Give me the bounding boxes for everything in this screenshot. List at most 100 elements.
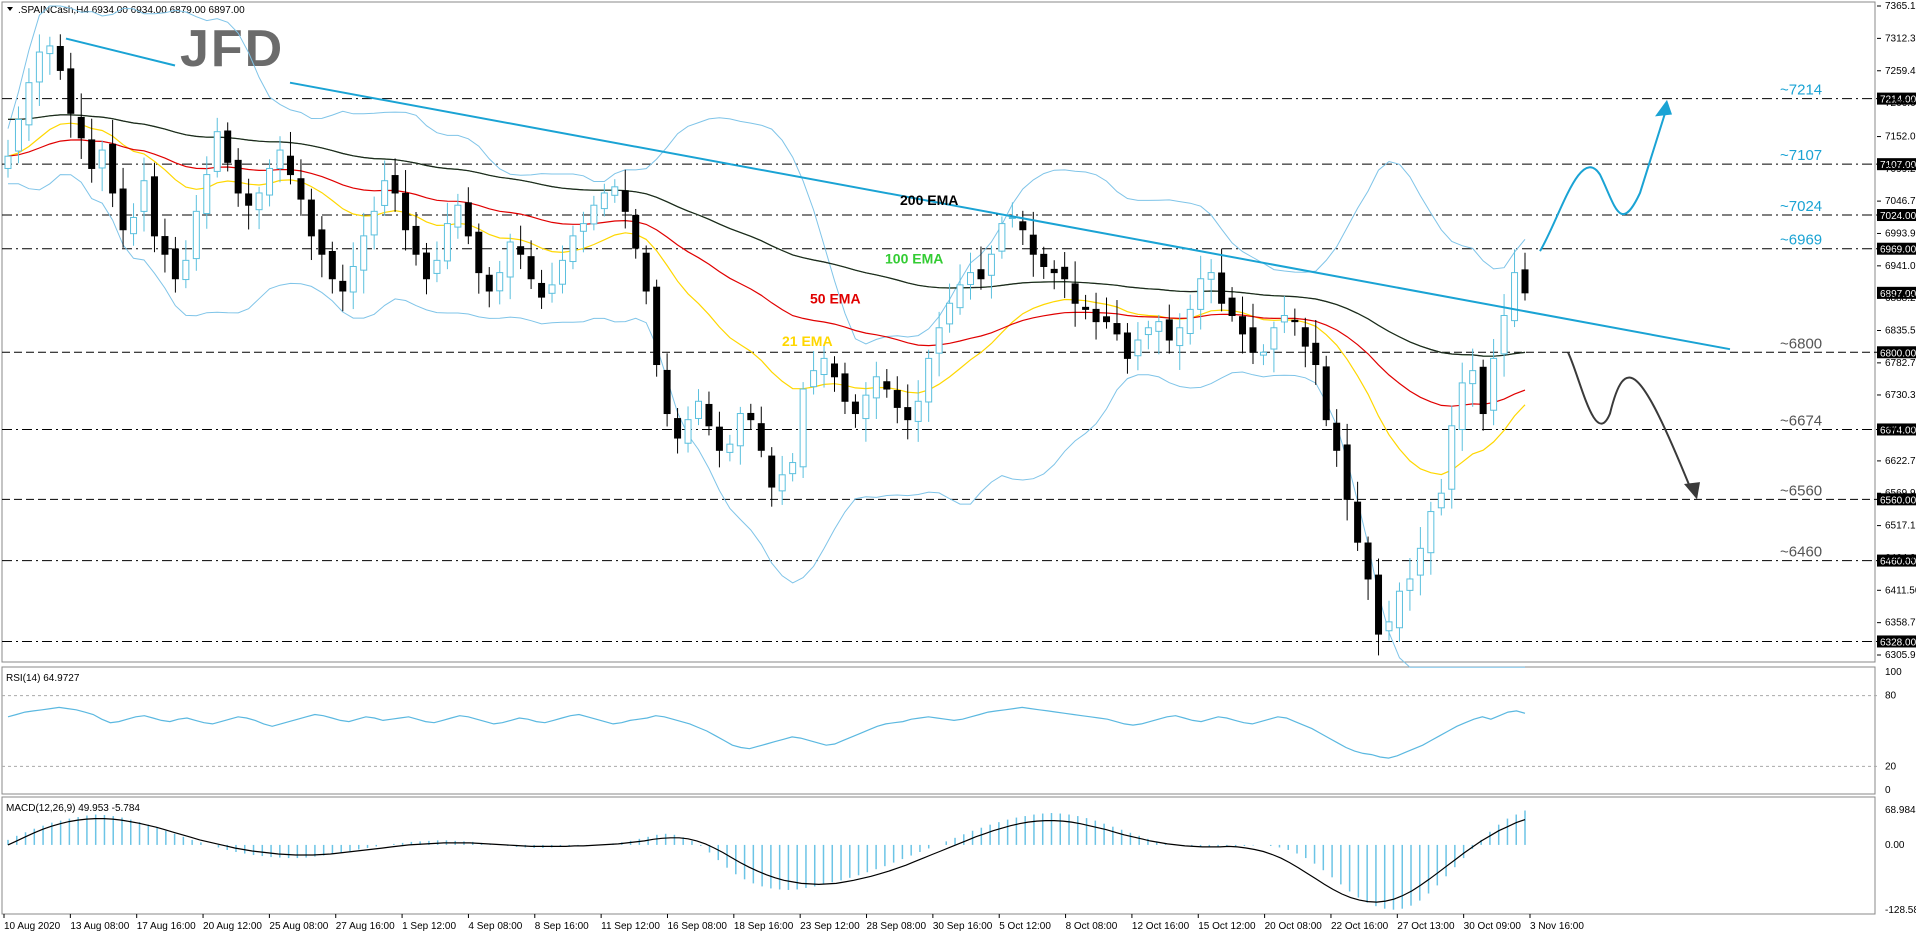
- candle-body: [464, 202, 472, 237]
- candle-body: [1354, 501, 1362, 543]
- date-label: 8 Sep 16:00: [535, 921, 589, 932]
- candle-body: [485, 274, 493, 292]
- candle-body: [35, 51, 43, 83]
- candle-body: [203, 174, 211, 215]
- candle-body: [1490, 357, 1498, 411]
- candle-body: [726, 443, 734, 453]
- date-label: 28 Sep 08:00: [867, 921, 927, 932]
- price-tag: [1877, 635, 1916, 648]
- price-tag-label: 6800.00: [1880, 348, 1916, 359]
- candle-body: [778, 474, 786, 492]
- candle-body: [88, 139, 96, 169]
- candle-body: [25, 82, 33, 126]
- candle-body: [956, 284, 964, 309]
- candle-body: [339, 280, 347, 292]
- symbol-header: .SPAINCash,H4 6934.00 6934.00 6879.00 68…: [18, 5, 245, 16]
- date-label: 15 Oct 12:00: [1198, 921, 1256, 932]
- candle-body: [862, 394, 870, 420]
- candle-body: [1479, 366, 1487, 415]
- candle-body: [1040, 253, 1048, 267]
- candle-body: [1061, 266, 1069, 280]
- candle-body: [1280, 315, 1288, 323]
- candle-body: [1416, 547, 1424, 576]
- current-price-tag: [1877, 286, 1916, 299]
- candle-body: [1521, 269, 1529, 294]
- price-tag-label: 6328.00: [1880, 637, 1916, 648]
- price-tag: [1877, 493, 1916, 506]
- candle-body: [1375, 574, 1383, 635]
- candle-body: [1239, 316, 1247, 335]
- candle-body: [1186, 308, 1194, 334]
- candle-body: [789, 462, 797, 475]
- candle-body: [1134, 339, 1142, 357]
- candle-body: [77, 116, 85, 139]
- candle-body: [600, 192, 608, 210]
- candle-body: [454, 204, 462, 228]
- candle-body: [1197, 278, 1205, 310]
- price-tick-label: 6835.50: [1885, 326, 1916, 337]
- candle-body: [548, 284, 556, 294]
- bollinger-bands: [7, 5, 1526, 668]
- candle-body: [67, 68, 75, 114]
- date-label: 1 Sep 12:00: [402, 921, 456, 932]
- bollinger-upper: [7, 5, 1526, 345]
- svg-text:JFD: JFD: [180, 20, 284, 78]
- date-label: 27 Oct 13:00: [1397, 921, 1455, 932]
- candle-body: [245, 193, 253, 206]
- candle-body: [1050, 268, 1058, 274]
- candle-body: [1103, 316, 1111, 323]
- price-tick-label: 6993.90: [1885, 228, 1916, 239]
- candle-body: [402, 192, 410, 231]
- ema-label: 200 EMA: [900, 192, 958, 208]
- candle-body: [266, 167, 274, 196]
- candle-body: [130, 216, 138, 235]
- candle-body: [14, 118, 22, 152]
- candle-body: [381, 180, 389, 206]
- date-label: 16 Sep 08:00: [667, 921, 727, 932]
- candle-body: [276, 149, 284, 170]
- price-tick-label: 6888.20: [1885, 293, 1916, 304]
- macd-tick-label: -128.583: [1885, 905, 1916, 916]
- date-label: 13 Aug 08:00: [70, 921, 129, 932]
- dropdown-icon[interactable]: [7, 7, 13, 11]
- candle-body: [1029, 234, 1037, 255]
- candle-body: [883, 381, 891, 390]
- candle-body: [391, 175, 399, 194]
- price-tag: [1877, 554, 1916, 567]
- candle-body: [98, 149, 106, 169]
- candle-body: [621, 190, 629, 212]
- candle-body: [1385, 621, 1393, 632]
- candle-body: [4, 155, 12, 169]
- candle-body: [443, 223, 451, 262]
- macd-signal-line: [7, 818, 1526, 903]
- ema-50-line: [7, 139, 1526, 407]
- level-label: ~6969: [1780, 232, 1822, 249]
- candle-body: [1249, 327, 1257, 353]
- ema-200-line: [8, 114, 1526, 357]
- ema-21-line: [7, 122, 1526, 476]
- price-tick-label: 7152.05: [1885, 132, 1916, 143]
- candle-body: [1207, 272, 1215, 280]
- date-label: 10 Aug 2020: [4, 921, 61, 932]
- price-tick-label: 6677.15: [1885, 423, 1916, 434]
- candle-body: [1019, 221, 1027, 231]
- candle-body: [611, 186, 619, 196]
- date-label: 30 Sep 16:00: [933, 921, 993, 932]
- candle-body: [433, 259, 441, 274]
- macd-tick-label: 0.00: [1885, 840, 1905, 851]
- price-tag-label: 7214.00: [1880, 95, 1916, 106]
- candle-body: [914, 400, 922, 422]
- candle-body: [935, 327, 943, 354]
- bollinger-lower: [8, 174, 1525, 668]
- date-label: 25 Aug 08:00: [269, 921, 328, 932]
- price-tick-label: 6622.70: [1885, 456, 1916, 467]
- level-label: ~6674: [1780, 412, 1822, 429]
- macd-tick-label: 68.984: [1885, 805, 1916, 816]
- candle-body: [893, 390, 901, 408]
- candle-body: [171, 248, 179, 280]
- price-tag-label: 7107.00: [1880, 160, 1916, 171]
- candle-body: [46, 45, 54, 55]
- candle-body: [119, 188, 127, 231]
- bearish-scenario-arrow: [1567, 351, 1691, 488]
